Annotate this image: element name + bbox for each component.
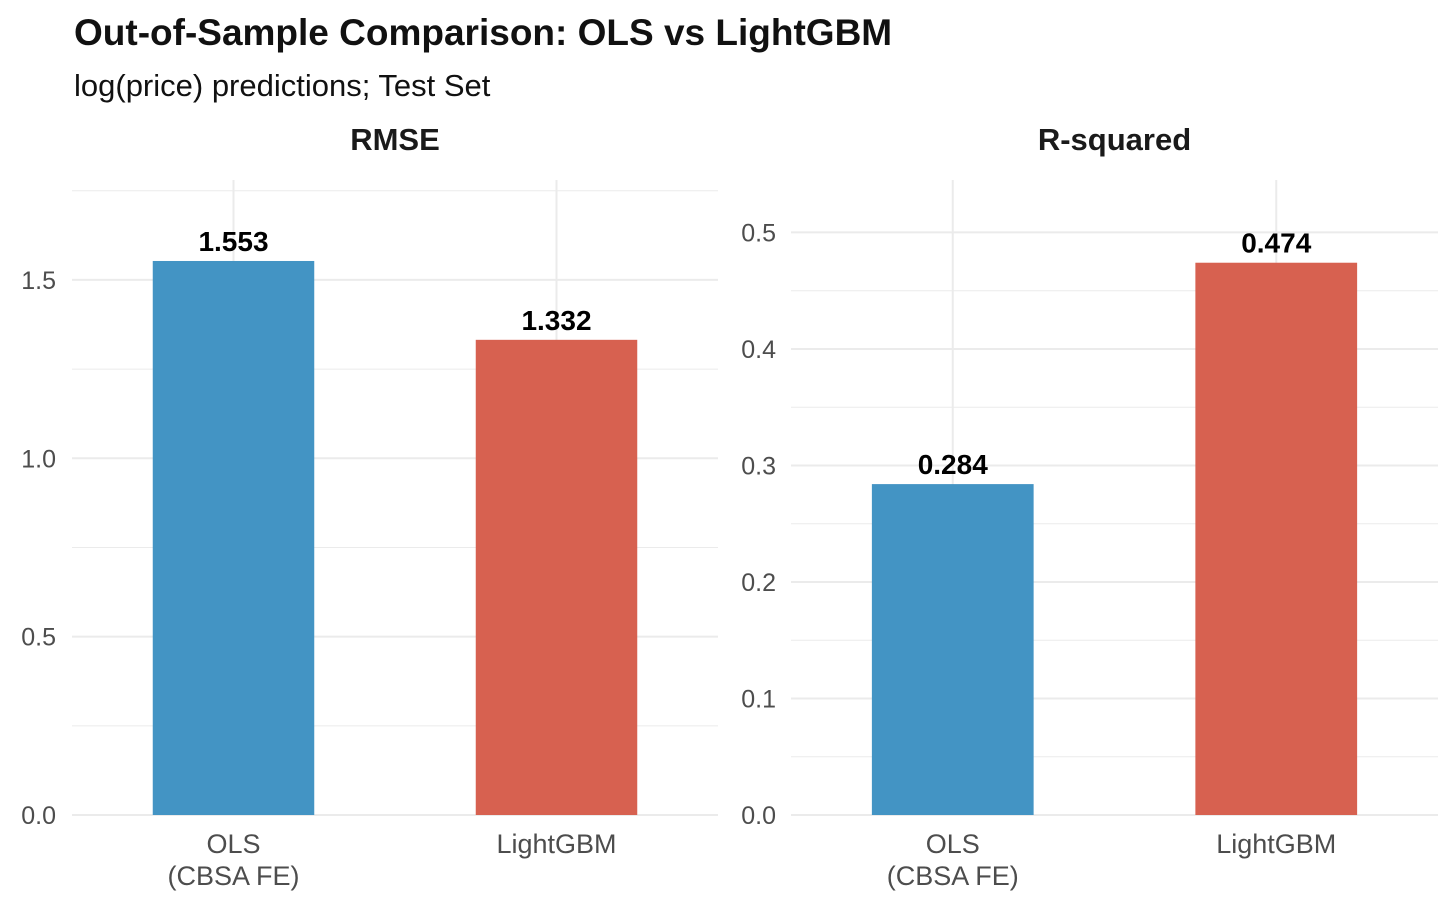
y-tick-label: 0.0	[21, 802, 56, 830]
x-tick-label: LightGBM	[496, 829, 616, 859]
y-tick-label: 0.2	[741, 569, 776, 597]
y-tick-label: 0.1	[741, 685, 776, 713]
chart-subtitle: log(price) predictions; Test Set	[74, 68, 491, 103]
bar-lightgbm	[475, 339, 638, 815]
y-tick-label: 0.4	[741, 336, 776, 364]
bar-lightgbm	[1195, 262, 1358, 816]
bar-ols	[152, 260, 315, 815]
facet-title: R-squared	[1038, 122, 1191, 157]
y-tick-label: 1.5	[21, 267, 56, 295]
panel-rmse: RMSE 0.0 0.5 1.0 1.5 1.553 OLS (CBSA FE) 1.332 Li…	[21, 122, 718, 891]
y-tick-label: 0.5	[21, 624, 56, 652]
chart-title: Out-of-Sample Comparison: OLS vs LightGB…	[74, 12, 893, 53]
value-label: 1.553	[198, 226, 268, 257]
x-tick-label: OLS (CBSA FE)	[887, 829, 1019, 891]
y-tick-label: 1.0	[21, 445, 56, 473]
facet-title: RMSE	[350, 122, 440, 157]
x-tick-label: OLS (CBSA FE)	[167, 829, 299, 891]
value-label: 0.284	[918, 449, 988, 480]
value-label: 1.332	[521, 305, 591, 336]
y-tick-label: 0.3	[741, 452, 776, 480]
y-tick-label: 0.0	[741, 802, 776, 830]
panel-r-squared: R-squared 0.0 0.1 0.2 0.3 0.4 0.5 0.284 OLS (CBSA…	[741, 122, 1438, 891]
value-label: 0.474	[1241, 228, 1311, 259]
bar-ols	[871, 484, 1034, 815]
x-tick-label: LightGBM	[1216, 829, 1336, 859]
y-tick-label: 0.5	[741, 219, 776, 247]
